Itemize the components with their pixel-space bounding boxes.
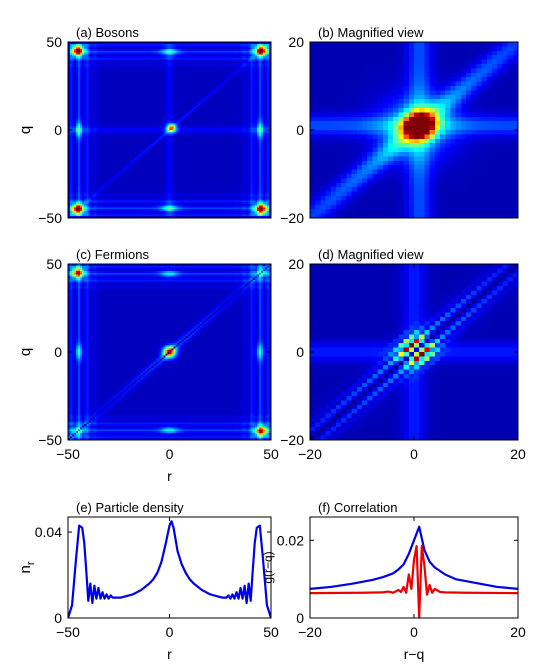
ytick-label: 0.02 [277,532,304,548]
ytick-label: 50 [46,34,62,50]
panel-title: (d) Magnified view [318,247,424,262]
heatmap-image-c [68,264,271,440]
ytick-label: −20 [280,210,304,226]
panel-title: (f) Correlation [318,500,397,515]
xtick-label: 0 [166,446,174,462]
series-line-red [310,545,518,618]
ytick-label: 20 [288,34,304,50]
panel-c: −50 0 50 −50 0 50 (c) Fermions r q [17,247,279,484]
xtick-label: 50 [263,624,279,640]
y-axis-label-base: n [17,565,34,573]
ytick-label: −50 [38,432,62,448]
panel-title: (e) Particle density [76,500,184,515]
ytick-label: 50 [46,256,62,272]
panel-title: (c) Fermions [76,247,149,262]
ytick-label: 0.04 [35,524,62,540]
heatmap-image-a [68,42,271,218]
xtick-label: 0 [410,446,418,462]
xtick-label: −20 [298,624,322,640]
panel-b: −20 0 20 (b) Magnified view [280,25,519,226]
ytick-label: −20 [280,432,304,448]
y-axis-label: nr [17,561,37,573]
plot-area-e [68,517,271,618]
y-axis-label: q [17,348,34,356]
xtick-label: 50 [263,446,279,462]
x-axis-label: r−q [404,646,425,662]
ytick-label: 0 [296,344,304,360]
ytick-label: 20 [288,256,304,272]
series-line-blue [310,525,518,590]
xtick-label: −50 [56,624,80,640]
xtick-label: 20 [510,446,526,462]
panel-title: (b) Magnified view [318,25,424,40]
ytick-label: 0 [54,122,62,138]
xtick-label: −50 [56,446,80,462]
ytick-label: 0 [54,344,62,360]
ytick-label: −50 [38,210,62,226]
y-axis-label: g(r−q) [261,551,275,583]
heatmap-image-d [310,264,518,440]
ytick-label: 0 [296,610,304,626]
ytick-label: 0 [296,122,304,138]
xtick-label: 0 [166,624,174,640]
heatmap-image-b [310,42,518,218]
y-axis-label-sub: r [25,561,37,565]
x-axis-label: r [167,468,172,484]
xtick-label: −20 [298,446,322,462]
ytick-label: 0 [54,610,62,626]
panel-a: −50 0 50 (a) Bosons q [17,25,272,226]
series-line-blue [68,520,271,618]
x-axis-label: r [167,646,172,662]
xtick-label: 0 [410,624,418,640]
y-axis-label: q [17,126,34,134]
panel-title: (a) Bosons [76,25,139,40]
xtick-label: 20 [510,624,526,640]
panel-d: −20 0 20 −20 0 20 (d) Magnified view [280,247,526,462]
